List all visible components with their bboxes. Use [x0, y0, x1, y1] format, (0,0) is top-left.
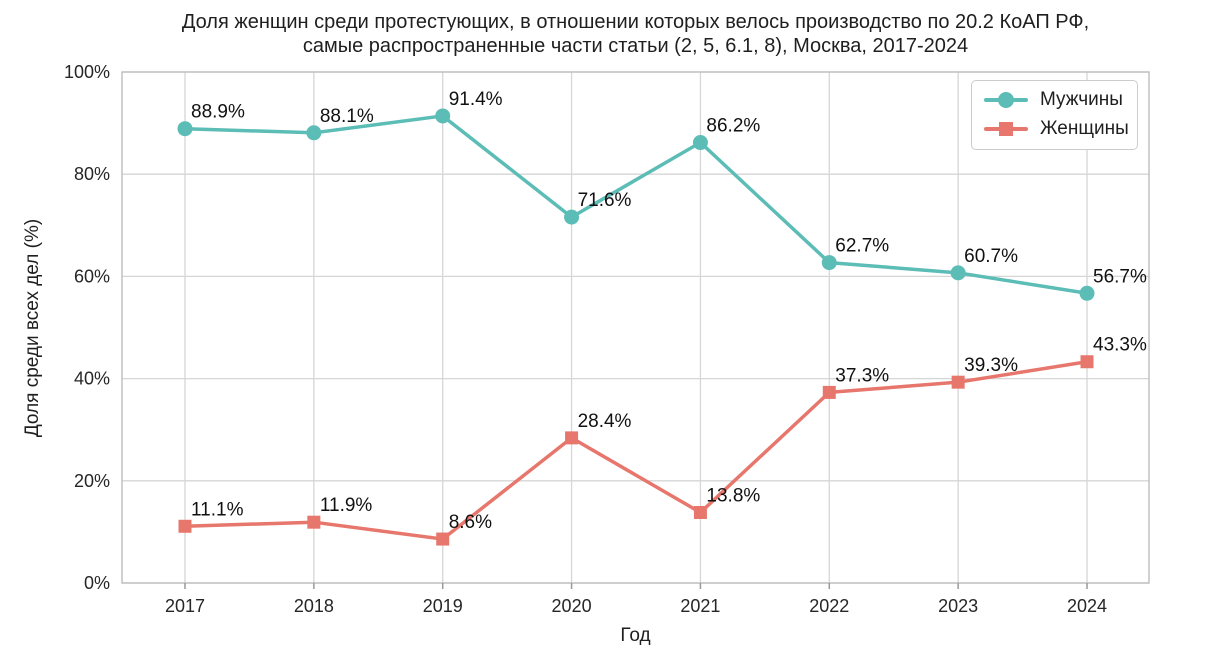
series-line-Мужчины	[183, 114, 1089, 296]
data-label: 28.4%	[578, 411, 632, 432]
legend-item-men: Мужчины	[984, 89, 1125, 111]
x-tick-label: 2018	[294, 596, 334, 616]
legend-sample-marker	[999, 122, 1013, 136]
series-marker	[436, 532, 450, 546]
x-tick-label: 2017	[165, 596, 205, 616]
series-marker	[564, 209, 580, 225]
data-label: 56.7%	[1093, 266, 1147, 287]
data-label: 71.6%	[578, 190, 632, 211]
series-marker	[565, 431, 579, 445]
data-label: 62.7%	[835, 236, 889, 257]
x-tick-label: 2023	[938, 596, 978, 616]
data-label: 60.7%	[964, 246, 1018, 267]
x-tick-label: 2020	[552, 596, 592, 616]
plot-frame	[121, 71, 1150, 584]
data-label: 11.9%	[320, 495, 373, 516]
data-label: 86.2%	[706, 116, 760, 137]
series-marker	[822, 385, 836, 399]
series-marker	[177, 121, 193, 137]
y-tick-label: 20%	[74, 471, 110, 491]
series-marker	[1080, 355, 1094, 369]
x-tick-label: 2019	[423, 596, 463, 616]
series-marker	[693, 505, 707, 519]
y-tick-label: 0%	[84, 573, 110, 593]
y-tick-label: 100%	[64, 62, 110, 82]
series-marker	[950, 265, 966, 281]
series-marker	[178, 519, 192, 533]
chart-title-line2: самые распространенные части статьи (2, …	[302, 35, 969, 57]
data-label: 43.3%	[1093, 335, 1147, 356]
data-label: 11.1%	[191, 499, 244, 520]
series-marker	[821, 255, 837, 271]
legend-item-women: Женщины	[984, 118, 1129, 140]
series-marker	[692, 135, 708, 151]
series-marker	[1079, 285, 1095, 301]
y-tick-label: 40%	[74, 369, 110, 389]
data-label: 37.3%	[835, 365, 889, 386]
x-tick-label: 2024	[1067, 596, 1107, 616]
x-tick-label: 2021	[680, 596, 720, 616]
series-line-Женщины	[183, 359, 1089, 541]
y-tick-label: 60%	[74, 266, 110, 286]
data-label: 39.3%	[964, 355, 1018, 376]
legend: Мужчины Женщины	[971, 80, 1138, 150]
data-label: 8.6%	[449, 512, 492, 533]
series-marker	[306, 125, 322, 141]
data-label: 88.9%	[191, 102, 245, 123]
data-label: 91.4%	[449, 89, 503, 110]
series-marker	[435, 108, 451, 124]
chart-title-line1: Доля женщин среди протестующих, в отноше…	[181, 11, 1090, 33]
series-marker	[307, 515, 321, 529]
data-label: 88.1%	[320, 106, 374, 127]
legend-label: Женщины	[1040, 118, 1129, 139]
circle-marker-icon	[984, 91, 1028, 109]
square-marker-icon	[984, 120, 1028, 138]
data-label: 13.8%	[706, 485, 760, 506]
x-axis-label: Год	[620, 625, 651, 646]
x-tick-label: 2022	[809, 596, 849, 616]
legend-label: Мужчины	[1040, 89, 1123, 110]
chart-title: Доля женщин среди протестующих, в отноше…	[122, 10, 1149, 58]
series-marker	[951, 375, 965, 389]
y-tick-label: 80%	[74, 164, 110, 184]
legend-sample-marker	[998, 92, 1014, 108]
